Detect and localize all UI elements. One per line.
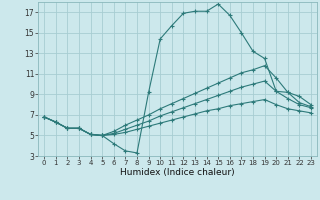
X-axis label: Humidex (Indice chaleur): Humidex (Indice chaleur) (120, 168, 235, 177)
